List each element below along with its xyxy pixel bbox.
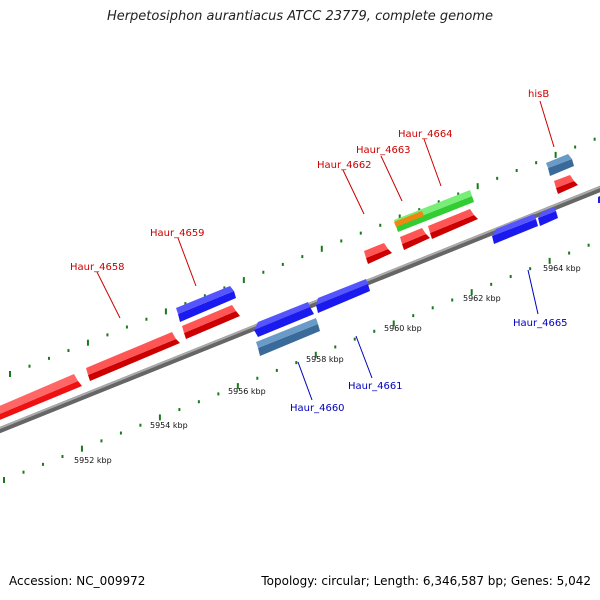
leader-haur-4662: [342, 169, 365, 215]
leader-haur-4658: [96, 271, 121, 319]
leader-hisb: [539, 100, 555, 148]
scale-label-5962: 5962 kbp: [463, 294, 501, 303]
gene-arrow-haur-4662[interactable]: [364, 243, 392, 264]
gene-arrow-haur-4664-fwd[interactable]: [428, 209, 478, 239]
gene-arrow-haur-4659-rev[interactable]: [176, 286, 236, 322]
inner-tick-track: [3, 243, 590, 483]
scale-label-5954: 5954 kbp: [150, 421, 188, 430]
label-haur-4660[interactable]: Haur_4660: [290, 403, 345, 414]
scale-label-5956: 5956 kbp: [228, 387, 266, 396]
label-leaders: [96, 100, 555, 401]
outer-tick-track: [9, 137, 596, 377]
accession-text: Accession: NC_009972: [9, 574, 146, 588]
label-haur-4665[interactable]: Haur_4665: [513, 318, 568, 329]
gene-arrow-haur-4665[interactable]: [492, 214, 538, 244]
leader-haur-4661: [355, 335, 373, 379]
label-haur-4663[interactable]: Haur_4663: [356, 145, 411, 156]
gene-arrow-haur-4660[interactable]: [256, 318, 320, 356]
scale-labels: 5952 kbp 5954 kbp 5956 kbp 5958 kbp 5960…: [74, 264, 581, 465]
leader-haur-4663: [380, 155, 403, 202]
gene-arrow-haur-4663[interactable]: [400, 228, 430, 250]
gene-arrow-haur-4665-b[interactable]: [538, 207, 558, 226]
leader-haur-4660: [297, 361, 313, 401]
gene-labels: Haur_4658 Haur_4659 Haur_4660 Haur_4661 …: [70, 89, 568, 414]
map-title: Herpetosiphon aurantiacus ATCC 23779, co…: [106, 9, 494, 24]
gene-arrow-haur-4658[interactable]: [86, 332, 180, 381]
label-haur-4661[interactable]: Haur_4661: [348, 381, 403, 392]
gene-arrow-hisb-rev[interactable]: [546, 154, 574, 176]
gene-arrow-haur-4661-b[interactable]: [316, 279, 370, 313]
scale-label-5952: 5952 kbp: [74, 456, 112, 465]
scale-label-5964: 5964 kbp: [543, 264, 581, 273]
leader-haur-4664: [423, 138, 442, 187]
gene-arrow-hisb[interactable]: [554, 175, 578, 194]
leader-haur-4659: [177, 237, 197, 287]
label-haur-4658[interactable]: Haur_4658: [70, 262, 125, 273]
feature-track: [0, 154, 600, 424]
label-haur-4662[interactable]: Haur_4662: [317, 160, 372, 171]
leader-haur-4665: [527, 269, 539, 315]
orange-feature-haur-4663[interactable]: [394, 211, 424, 227]
genome-summary-text: Topology: circular; Length: 6,346,587 bp…: [261, 574, 591, 588]
scale-label-5958: 5958 kbp: [306, 355, 344, 364]
label-hisb[interactable]: hisB: [528, 89, 549, 100]
label-haur-4664[interactable]: Haur_4664: [398, 129, 453, 140]
scale-label-5960: 5960 kbp: [384, 324, 422, 333]
gene-arrow-haur-4659-fwd[interactable]: [182, 305, 240, 339]
gene-arrow-haur-4661-a[interactable]: [254, 302, 314, 337]
gene-arrow-far-left[interactable]: [0, 374, 82, 424]
label-haur-4659[interactable]: Haur_4659: [150, 228, 205, 239]
